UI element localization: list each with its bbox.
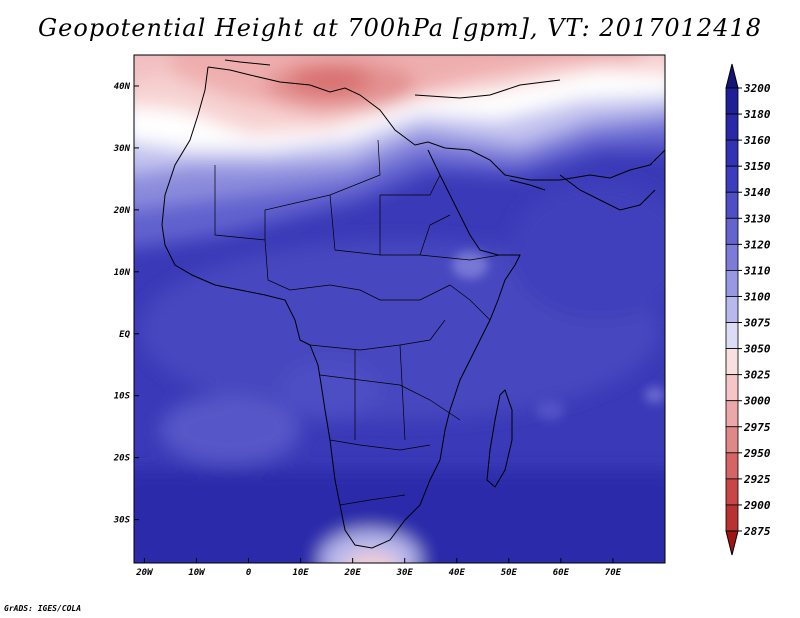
colorbar-swatch xyxy=(725,296,739,323)
lat-tick-label: 30S xyxy=(113,516,131,526)
colorbar-swatch xyxy=(725,87,739,115)
colorbar-swatch xyxy=(725,165,739,193)
colorbar-label: 3200 xyxy=(743,82,771,95)
colorbar-label: 3120 xyxy=(743,238,771,251)
colorbar-label: 3130 xyxy=(743,212,771,225)
country-borders xyxy=(214,139,501,506)
lat-tick-label: 30N xyxy=(113,144,131,154)
lon-tick-label: 60E xyxy=(553,568,570,578)
map-title: Geopotential Height at 700hPa [gpm], VT:… xyxy=(38,14,762,42)
colorbar-top-arrow xyxy=(725,63,739,89)
colorbar-label: 2925 xyxy=(743,473,771,486)
colorbar-label: 3000 xyxy=(743,395,771,408)
colorbar-swatch xyxy=(725,504,739,532)
lat-tick-label: 10S xyxy=(114,392,131,402)
colorbar-label: 3140 xyxy=(743,186,771,199)
colorbar-label: 3110 xyxy=(743,264,771,277)
lon-tick-label: 70E xyxy=(605,568,622,578)
lat-tick-label: EQ xyxy=(119,330,130,340)
lon-tick-label: 0 xyxy=(246,568,252,578)
colorbar-swatch xyxy=(725,243,739,271)
colorbar-swatch xyxy=(725,426,739,454)
colorbar-label: 2900 xyxy=(743,499,771,512)
lat-tick-label: 20N xyxy=(113,206,131,216)
lon-tick-label: 40E xyxy=(449,568,466,578)
colorbar-label: 3100 xyxy=(743,290,771,303)
lon-tick-label: 50E xyxy=(501,568,518,578)
colorbar-bottom-arrow xyxy=(725,530,739,556)
colorbar-swatch xyxy=(725,139,739,167)
map-frame xyxy=(133,54,666,564)
colorbar-swatch xyxy=(725,348,739,376)
lat-tick-label: 40N xyxy=(114,82,131,92)
lat-tick-label: 20S xyxy=(113,454,131,464)
coastlines xyxy=(161,59,665,549)
colorbar-swatch xyxy=(725,191,739,219)
colorbar-label: 2950 xyxy=(743,447,771,460)
colorbar-swatch xyxy=(725,478,739,506)
colorbar-swatch xyxy=(725,270,739,297)
colorbar-label: 3050 xyxy=(743,343,771,356)
colorbar-label: 3160 xyxy=(743,134,771,147)
colorbar: 3200 3180 3160 3150 3140 3130 3120 3110 3100 3075… xyxy=(725,63,771,556)
lon-tick-label: 30E xyxy=(396,568,414,578)
colorbar-swatch xyxy=(725,217,739,245)
height-field xyxy=(134,55,665,563)
tick-marks xyxy=(134,85,614,563)
colorbar-swatch xyxy=(725,113,739,141)
colorbar-swatch xyxy=(725,374,739,402)
colorbar-label: 3180 xyxy=(743,108,771,121)
lon-tick-label: 10E xyxy=(292,568,309,578)
colorbar-swatch xyxy=(725,452,739,480)
colorbar-label: 2875 xyxy=(743,525,771,538)
colorbar-label: 3150 xyxy=(743,160,771,173)
colorbar-label: 3025 xyxy=(743,369,771,382)
lat-tick-label: 10N xyxy=(114,268,131,278)
credit-text: GrADS: IGES/COLA xyxy=(4,604,82,613)
lon-tick-label: 10W xyxy=(188,568,206,578)
colorbar-swatch xyxy=(725,322,739,349)
colorbar-label: 2975 xyxy=(743,421,771,434)
lon-tick-label: 20E xyxy=(344,568,362,578)
lon-tick-label: 20W xyxy=(135,568,154,578)
colorbar-label: 3075 xyxy=(743,317,771,330)
colorbar-swatch xyxy=(725,400,739,428)
